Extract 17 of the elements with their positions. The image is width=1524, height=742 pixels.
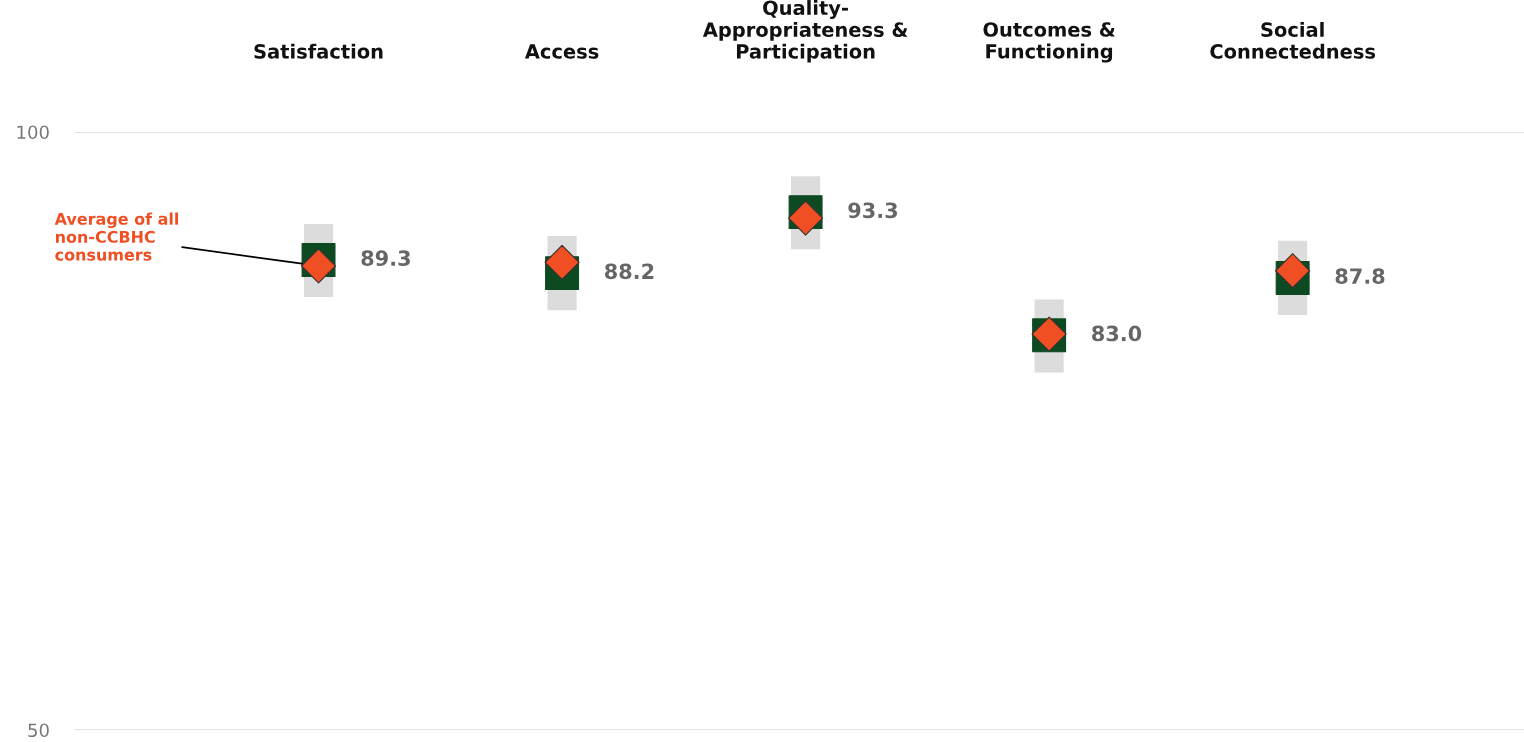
point [788, 200, 824, 236]
data-label: 87.8 [1335, 268, 1385, 284]
data-label: 83.0 [1092, 325, 1142, 342]
x-tick-label: Access [524, 44, 599, 59]
x-tick-label: Social Connectedness [1210, 21, 1376, 59]
data-label: 89.3 [361, 250, 410, 267]
x-tick-label: Quality- Appropriateness & Participation [702, 0, 908, 63]
data-label: 93.3 [848, 202, 897, 219]
point [544, 244, 580, 280]
y-tick-label: 100 [17, 125, 49, 140]
y-tick-label: 50 [28, 723, 49, 738]
x-tick-label: Outcomes & Functioning [983, 22, 1115, 63]
x-tick-label: Satisfaction [254, 43, 383, 59]
data-label: 88.2 [605, 263, 654, 280]
point [1275, 253, 1311, 289]
point [300, 248, 337, 284]
text: Average of all non-CCBHC consumers [54, 212, 179, 261]
